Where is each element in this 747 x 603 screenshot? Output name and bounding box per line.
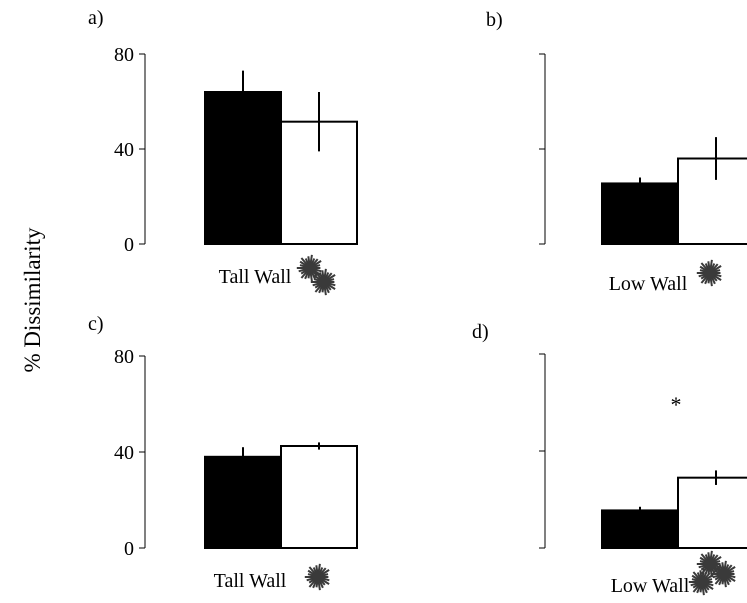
bar-filled [204, 455, 282, 549]
urchin-body [703, 266, 717, 280]
urchin-body [717, 567, 731, 581]
category-label: Low Wall [609, 273, 688, 295]
category-label: Tall Wall [219, 266, 292, 288]
panel-a: a) 0 40 80 Tall Wall [88, 7, 358, 296]
significance-marker: * [671, 392, 682, 417]
urchin-body [695, 575, 709, 589]
y-tick-label: 80 [114, 44, 134, 66]
sea-urchin-icon [296, 254, 322, 282]
sea-urchin-icon [304, 563, 330, 591]
bar-open [677, 157, 747, 245]
bar-filled [601, 182, 679, 245]
panel-b: b) Low Wall [486, 9, 747, 295]
urchin-body [311, 570, 325, 584]
urchin-body [703, 557, 717, 571]
sea-urchin-icon [688, 568, 714, 596]
panel-label: c) [88, 313, 104, 335]
panel-c: c) 0 40 80 Tall Wall [88, 313, 358, 592]
bar-filled [601, 509, 679, 550]
category-label: Tall Wall [214, 570, 287, 592]
y-tick-label: 40 [114, 442, 134, 464]
urchin-body [317, 275, 331, 289]
y-tick-label: 40 [114, 139, 134, 161]
sea-urchin-icon [310, 268, 336, 296]
sea-urchin-icon [696, 259, 722, 287]
panels: a) 0 40 80 Tall Wall b) Low Wall c) 0 40 80 Tall Wa… [88, 7, 747, 597]
y-tick-label: 80 [114, 346, 134, 368]
bar-open [677, 476, 747, 549]
panel-label: a) [88, 7, 104, 29]
bar-open [280, 445, 358, 549]
panel-d: d) Low Wall * [472, 321, 747, 597]
y-tick-label: 0 [124, 234, 134, 256]
category-label: Low Wall [611, 575, 690, 597]
panel-label: b) [486, 9, 503, 31]
sea-urchin-icon [710, 560, 736, 588]
y-axis-label: % Dissimilarity [20, 227, 45, 373]
y-tick-label: 0 [124, 538, 134, 560]
urchin-body [303, 261, 317, 275]
bar-filled [204, 91, 282, 245]
panel-label: d) [472, 321, 489, 343]
